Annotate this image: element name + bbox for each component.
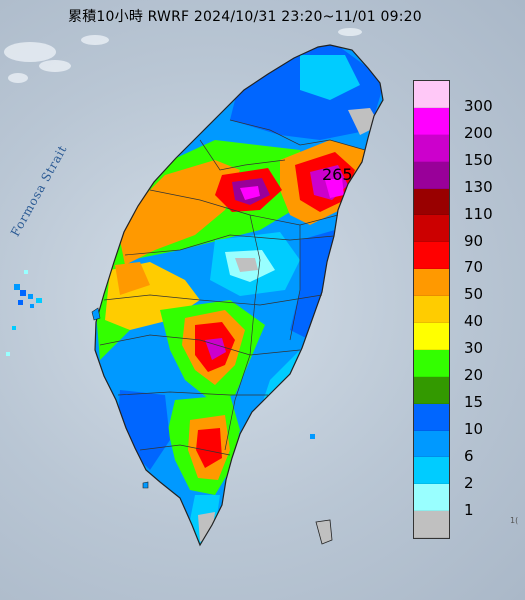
taiwan-outline xyxy=(94,44,384,547)
legend-label: 40 xyxy=(464,312,484,331)
color-legend xyxy=(413,80,450,540)
background-clouds xyxy=(4,28,362,83)
legend-label: 200 xyxy=(464,123,493,142)
legend-label: 1 xyxy=(464,500,474,519)
legend-label: 30 xyxy=(464,339,484,358)
legend-swatch xyxy=(414,161,449,189)
legend-swatch xyxy=(414,188,449,216)
legend-swatch xyxy=(414,134,449,162)
county-boundaries xyxy=(99,119,366,456)
legend-label: 2 xyxy=(464,473,474,492)
legend-label: 10 xyxy=(464,419,484,438)
map-title: 累積10小時 RWRF 2024/10/31 23:20~11/01 09:20 xyxy=(68,9,422,25)
legend-label: 70 xyxy=(464,258,484,277)
legend-swatch xyxy=(414,511,449,539)
legend-label: 50 xyxy=(464,285,484,304)
legend-label: 150 xyxy=(464,150,493,169)
legend-label: 15 xyxy=(464,392,484,411)
legend-swatch xyxy=(414,376,449,404)
legend-label: 20 xyxy=(464,366,484,384)
legend-swatch xyxy=(414,457,449,485)
legend-swatch xyxy=(414,484,449,512)
legend-swatch xyxy=(414,242,449,270)
legend-swatch xyxy=(414,323,449,350)
legend-swatch xyxy=(414,269,449,297)
liuqiu-island xyxy=(142,481,149,489)
penghu-islands xyxy=(91,307,101,321)
green-island xyxy=(315,519,333,545)
legend-label: 110 xyxy=(464,204,493,223)
legend-swatch xyxy=(414,107,449,135)
legend-label: 130 xyxy=(464,177,493,196)
legend-swatch xyxy=(414,296,449,324)
legend-swatch xyxy=(414,215,449,243)
sea-echoes xyxy=(6,270,315,439)
corner-text: 1( xyxy=(510,516,519,525)
legend-labels: 300 200 150 130 110 90 70 50 40 30 20 15 10 6 2 1 xyxy=(464,80,524,569)
legend-label: 300 xyxy=(464,97,493,115)
max-rainfall-label: 265 xyxy=(322,165,353,184)
legend-swatch xyxy=(414,430,449,458)
legend-label: 6 xyxy=(464,446,474,465)
legend-label: 90 xyxy=(464,231,484,250)
legend-swatch xyxy=(414,349,449,377)
legend-swatch xyxy=(414,81,449,108)
legend-swatch xyxy=(414,403,449,431)
